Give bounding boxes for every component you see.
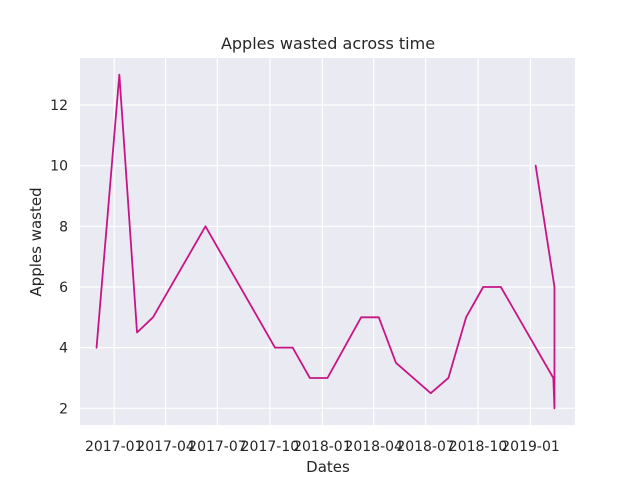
x-tick-labels: 2017-012017-042017-072017-102018-012018-… [85, 439, 560, 455]
y-tick-label: 6 [59, 280, 68, 296]
y-tick-label: 10 [50, 159, 68, 175]
plot-background [80, 58, 575, 425]
y-tick-label: 8 [59, 219, 68, 235]
x-tick-label: 2018-10 [449, 439, 508, 455]
x-tick-label: 2018-01 [293, 439, 352, 455]
x-tick-label: 2018-04 [344, 439, 403, 455]
chart-title: Apples wasted across time [221, 34, 435, 53]
x-axis-label: Dates [306, 458, 350, 476]
y-tick-label: 4 [59, 341, 68, 357]
x-tick-label: 2017-10 [241, 439, 300, 455]
y-tick-label: 2 [59, 401, 68, 417]
y-tick-labels: 2 4 6 8 10 12 [50, 98, 68, 417]
series-layer [95, 73, 556, 410]
x-tick-label: 2017-04 [136, 439, 195, 455]
x-tick-label: 2017-07 [188, 439, 247, 455]
y-axis-label: Apples wasted [27, 187, 45, 296]
x-tick-label: 2018-07 [396, 439, 455, 455]
x-gridlines [113, 58, 532, 425]
y-tick-label: 12 [50, 98, 68, 114]
series-line [95, 73, 556, 410]
x-tick-label: 2019-01 [501, 439, 560, 455]
y-gridlines [80, 104, 575, 409]
x-tick-label: 2017-01 [85, 439, 144, 455]
